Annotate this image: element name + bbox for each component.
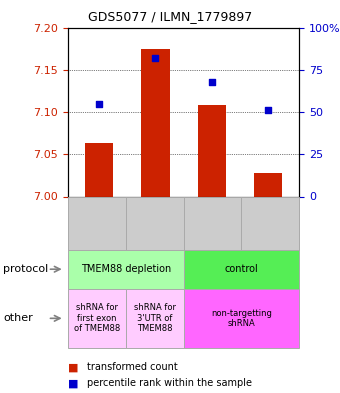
Text: percentile rank within the sample: percentile rank within the sample — [87, 378, 252, 388]
Point — [96, 101, 102, 107]
Point — [209, 79, 215, 85]
Bar — [198, 105, 226, 196]
Text: shRNA for
3'UTR of
TMEM88: shRNA for 3'UTR of TMEM88 — [134, 303, 176, 333]
Bar — [141, 49, 170, 196]
Point — [266, 107, 271, 114]
Text: protocol: protocol — [3, 264, 49, 274]
Text: other: other — [3, 313, 33, 323]
Text: GDS5077 / ILMN_1779897: GDS5077 / ILMN_1779897 — [88, 10, 252, 23]
Text: shRNA for
first exon
of TMEM88: shRNA for first exon of TMEM88 — [74, 303, 120, 333]
Text: non-targetting
shRNA: non-targetting shRNA — [211, 309, 272, 328]
Text: TMEM88 depletion: TMEM88 depletion — [81, 264, 171, 274]
Text: control: control — [224, 264, 258, 274]
Text: ■: ■ — [68, 378, 79, 388]
Point — [153, 55, 158, 61]
Bar — [85, 143, 113, 196]
Bar — [254, 173, 282, 196]
Text: ■: ■ — [68, 362, 79, 373]
Text: transformed count: transformed count — [87, 362, 177, 373]
